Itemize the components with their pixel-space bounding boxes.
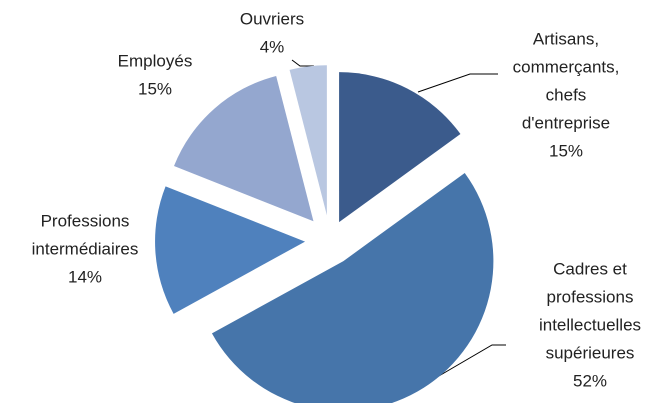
slice-label: commerçants, — [513, 57, 620, 76]
slice-value-label: 52% — [573, 371, 607, 390]
slice-label: Ouvriers — [240, 9, 304, 28]
slice-value-label: 15% — [549, 141, 583, 160]
leader-line — [417, 73, 498, 93]
slice-label: d'entreprise — [522, 113, 610, 132]
slice-value-label: 15% — [138, 79, 172, 98]
pie-slice — [289, 65, 327, 216]
slice-label: professions — [547, 287, 634, 306]
leader-line — [291, 59, 314, 67]
slice-label: Employés — [118, 51, 193, 70]
pie-slice — [211, 172, 494, 403]
slice-label: Cadres et — [553, 259, 627, 278]
slice-label: chefs — [546, 85, 587, 104]
slice-value-label: 14% — [68, 267, 102, 286]
slice-label: intellectuelles — [539, 315, 641, 334]
pie-slice — [155, 186, 306, 314]
pie-slice — [339, 72, 461, 223]
leader-line — [431, 344, 506, 381]
pie-slice — [174, 75, 314, 222]
slice-label: Artisans, — [533, 29, 599, 48]
slice-label: intermédiaires — [32, 239, 139, 258]
slice-label: Professions — [41, 211, 130, 230]
slice-label: supérieures — [546, 343, 635, 362]
slice-value-label: 4% — [260, 37, 285, 56]
